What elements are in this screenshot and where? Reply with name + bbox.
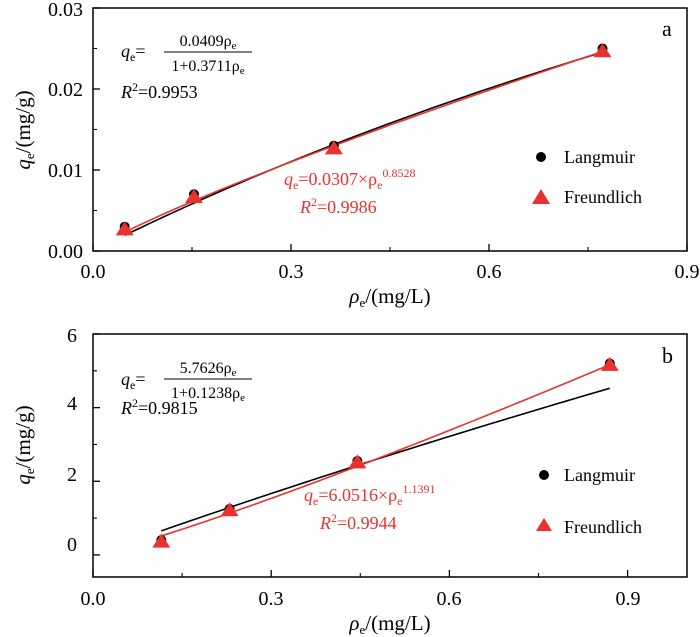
panel-a-freundlich-point-3 <box>593 43 612 58</box>
panel-a-freundlich-equation: qe=0.0307×ρe0.8528 R2=0.9986 <box>284 166 415 217</box>
panel-a-fit-lines <box>124 50 603 237</box>
panel-a-freundlich-point-2 <box>324 140 343 155</box>
panel-a-langmuir-r2: R2=0.9953 <box>120 80 198 102</box>
panel-b-ytick-1: 2 <box>67 464 77 486</box>
panel-b-langmuir-equation: qe= 5.7626ρe 1+0.1238ρe R2=0.9815 <box>120 360 252 418</box>
panel-b-freundlich-equation: qe=6.0516×ρe1.1391 R2=0.9944 <box>304 482 435 533</box>
panel-b-ytick-0: 0 <box>67 534 77 556</box>
panel-a-ytick-2: 0.02 <box>48 79 83 101</box>
panel-b-freundlich-point-2 <box>348 454 367 469</box>
panel-b-legend: Langmuir Freundlich <box>536 465 642 537</box>
panel-a-langmuir-fit-line <box>124 51 603 237</box>
panel-b-xtick-2: 0.6 <box>437 588 462 610</box>
panel-a-xtick-2: 0.6 <box>477 261 502 283</box>
panel-b-frame <box>92 333 688 578</box>
panel-b-ytick-2: 4 <box>67 393 77 415</box>
panel-a-letter: a <box>662 16 672 41</box>
panel-b-letter: b <box>662 343 673 368</box>
panel-a-data-points <box>115 43 612 236</box>
panel-b-ticks <box>92 333 629 577</box>
panel-b-langmuir-r2: R2=0.9815 <box>120 396 198 418</box>
panel-a-xtick-3: 0.9 <box>675 261 700 283</box>
panel-a-xtick-0: 0.0 <box>81 261 106 283</box>
panel-a-ytick-3: 0.03 <box>48 0 83 21</box>
panel-b-data-points <box>152 356 619 548</box>
panel-a-xtick-1: 0.3 <box>279 261 304 283</box>
panel-a-ytick-1: 0.01 <box>48 160 83 182</box>
panel-b-fit-lines <box>161 364 611 537</box>
panel-b-legend-freundlich-label: Freundlich <box>564 517 642 537</box>
panel-a-ytick-0: 0.00 <box>48 241 83 263</box>
panel-b-langmuir-numerator: 5.7626ρe <box>180 360 237 379</box>
panel-a-legend-freundlich-marker <box>532 189 550 204</box>
panel-b-xtick-1: 0.3 <box>259 588 284 610</box>
panel-b-xtick-3: 0.9 <box>616 588 641 610</box>
panel-b-freundlich-r2: R2=0.9944 <box>319 511 397 533</box>
panel-b-legend-langmuir-label: Langmuir <box>564 465 635 485</box>
panel-b-freundlich-point-3 <box>600 356 619 371</box>
panel-a-freundlich-fit-line <box>124 50 603 234</box>
panel-b-xlabel: ρe/(mg/L) <box>348 611 430 637</box>
panel-b-langmuir-denominator: 1+0.1238ρe <box>171 385 245 404</box>
panel-a-legend: Langmuir Freundlich <box>532 147 642 207</box>
panel-a-freundlich-r2: R2=0.9986 <box>299 195 377 217</box>
panel-a-langmuir-denominator: 1+0.3711ρe <box>171 58 244 77</box>
panel-b-freundlich-point-1 <box>220 502 239 517</box>
panel-b-legend-freundlich-marker <box>536 518 552 531</box>
panel-b-ytick-3: 6 <box>67 325 77 347</box>
panel-b-ylabel: qe/(mg/g) <box>11 405 37 484</box>
panel-b-langmuir-fit-line <box>161 387 611 532</box>
panel-b-langmuir-lhs: qe= <box>121 369 145 392</box>
panel-b-xtick-0: 0.0 <box>81 588 106 610</box>
panel-b-freundlich-body: qe=6.0516×ρe1.1391 <box>304 482 435 508</box>
panel-a-legend-langmuir-label: Langmuir <box>564 147 635 167</box>
panel-a-xlabel: ρe/(mg/L) <box>348 284 430 310</box>
panel-a-freundlich-point-1 <box>184 189 203 204</box>
panel-a: 0.00 0.01 0.02 0.03 0.0 0.3 0.6 0.9 ρe/(… <box>11 0 700 310</box>
panel-a-freundlich-point-0 <box>115 221 134 236</box>
panel-b-freundlich-point-0 <box>152 533 171 548</box>
panel-b-legend-langmuir-marker <box>539 470 549 480</box>
panel-a-langmuir-equation: qe= 0.0409ρe 1+0.3711ρe R2=0.9953 <box>120 33 252 102</box>
panel-a-legend-freundlich-label: Freundlich <box>564 187 642 207</box>
panel-a-legend-langmuir-marker <box>536 152 546 162</box>
panel-a-ticks <box>92 7 688 252</box>
panel-b-freundlich-fit-line <box>161 364 611 537</box>
panel-a-ylabel: qe/(mg/g) <box>11 90 37 169</box>
panel-a-langmuir-numerator: 0.0409ρe <box>180 33 237 52</box>
panel-b: 0 2 4 6 0.0 0.3 0.6 0.9 ρe/(mg/L) qe/(mg… <box>11 325 688 637</box>
panel-a-langmuir-lhs: qe= <box>121 41 145 64</box>
panel-a-freundlich-body: qe=0.0307×ρe0.8528 <box>284 166 415 192</box>
